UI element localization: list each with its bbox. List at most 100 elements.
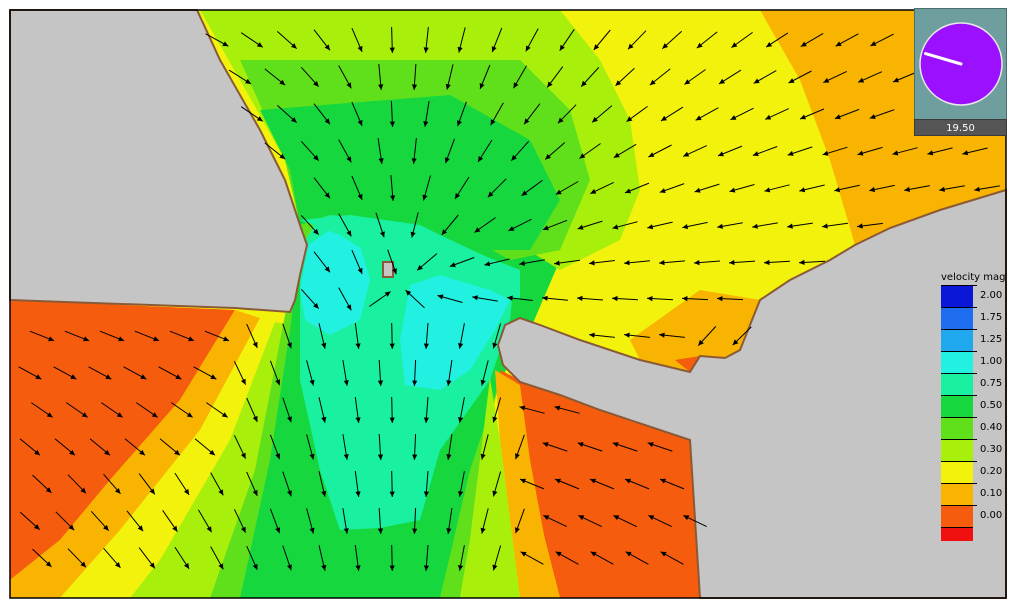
velocity-arrow-head (555, 551, 562, 557)
velocity-arrow-head (245, 78, 251, 84)
velocity-arrow-head (717, 296, 723, 302)
velocity-arrow-head (275, 527, 281, 534)
velocity-arrow-head (589, 260, 595, 266)
velocity-arrow-head (647, 224, 654, 230)
velocity-arrow-head (474, 227, 481, 233)
velocity-arrow-head (729, 187, 736, 193)
velocity-arrow-head (939, 186, 945, 192)
velocity-arrow-head (696, 42, 703, 49)
velocity-arrow-head (787, 150, 794, 156)
contour-band-jet-cyan-right (400, 275, 510, 390)
velocity-arrow-head (974, 186, 980, 192)
velocity-arrow-head (625, 551, 632, 557)
legend-label: 1.25 (980, 334, 1003, 345)
velocity-arrow-head (321, 564, 327, 571)
legend-label: 1.75 (980, 312, 1003, 323)
velocity-arrow-head (357, 267, 363, 274)
velocity-arrow-head (590, 551, 597, 557)
velocity-arrow-head (458, 343, 464, 349)
velocity-arrow-head (764, 259, 770, 266)
velocity-arrow-head (717, 223, 723, 229)
velocity-arrow-head (542, 295, 548, 301)
velocity-arrow-head (423, 417, 429, 423)
velocity-arrow-head (115, 562, 121, 568)
velocity-arrow-head (822, 223, 828, 229)
velocity-arrow-head (590, 478, 596, 484)
velocity-arrow-head (175, 374, 182, 380)
legend-tick (971, 373, 977, 374)
velocity-arrow-head (69, 449, 75, 456)
velocity-arrow-head (492, 416, 498, 423)
velocity-arrow-head (592, 116, 598, 123)
velocity-arrow-head (275, 379, 281, 386)
velocity-arrow-head (377, 380, 384, 386)
velocity-arrow-head (313, 302, 319, 309)
legend-label: 0.40 (980, 422, 1003, 433)
velocity-arrow-head (729, 259, 735, 266)
velocity-arrow-head (240, 452, 246, 459)
velocity-arrow-head (81, 412, 88, 418)
velocity-arrow-head (35, 374, 42, 380)
velocity-arrow-head (80, 487, 86, 494)
velocity-arrow-head (554, 260, 560, 266)
velocity-arrow-head (309, 527, 315, 534)
legend-swatch (941, 483, 973, 505)
velocity-arrow-head (70, 374, 77, 380)
velocity-arrow-head (324, 266, 330, 273)
velocity-arrow-head (557, 117, 564, 124)
velocity-arrow-head (355, 343, 361, 349)
velocity-arrow-head (279, 79, 286, 86)
velocity-arrow-head (659, 188, 666, 193)
velocity-arrow-head (479, 83, 485, 89)
small-obstacle (382, 261, 394, 278)
legend-swatch (941, 373, 973, 395)
land-east (496, 188, 1007, 599)
velocity-arrow-head (105, 374, 112, 380)
velocity-arrow-head (223, 336, 230, 342)
velocity-arrow-head (648, 152, 655, 157)
velocity-arrow-head (140, 374, 147, 380)
velocity-arrow-head (492, 490, 498, 497)
velocity-arrow-head (221, 412, 228, 418)
velocity-arrow-head (321, 342, 327, 349)
velocity-arrow-head (478, 156, 484, 162)
velocity-arrow-head (490, 119, 496, 126)
velocity-arrow-head (222, 41, 229, 47)
velocity-arrow-head (252, 341, 258, 348)
land-northwest (9, 9, 309, 314)
legend-tick (971, 351, 977, 352)
velocity-arrow-head (480, 453, 486, 460)
velocity-arrow-head (718, 151, 724, 157)
velocity-arrow-head (405, 290, 412, 296)
velocity-arrow-head (186, 412, 193, 418)
velocity-arrow-head (174, 449, 180, 456)
velocity-arrow-head (647, 442, 654, 448)
compass-widget (914, 8, 1007, 120)
velocity-arrow-head (252, 563, 258, 570)
velocity-arrow-head (172, 525, 178, 532)
velocity-arrow-head (291, 43, 297, 49)
velocity-arrow-head (615, 80, 622, 86)
legend-swatch (941, 395, 973, 417)
velocity-arrow-head (834, 187, 841, 193)
velocity-arrow-head (389, 343, 395, 349)
velocity-arrow-head (68, 524, 75, 531)
velocity-arrow-head (346, 304, 352, 311)
velocity-arrow-head (357, 119, 363, 126)
contour-band-channel-orangered (675, 356, 700, 372)
legend-tick (971, 307, 977, 308)
legend-label: 1.00 (980, 356, 1003, 367)
velocity-arrow-head (520, 478, 526, 484)
velocity-arrow-head (287, 564, 292, 571)
velocity-arrow-head (83, 336, 90, 342)
velocity-arrow-head (683, 515, 690, 521)
velocity-arrow-head (869, 186, 876, 193)
velocity-arrow-head (321, 490, 327, 497)
velocity-arrow-head (613, 152, 620, 158)
velocity-arrow-head (392, 268, 397, 275)
legend-swatch (941, 505, 973, 527)
velocity-arrow-head (484, 261, 491, 267)
velocity-arrow-head (240, 526, 246, 533)
